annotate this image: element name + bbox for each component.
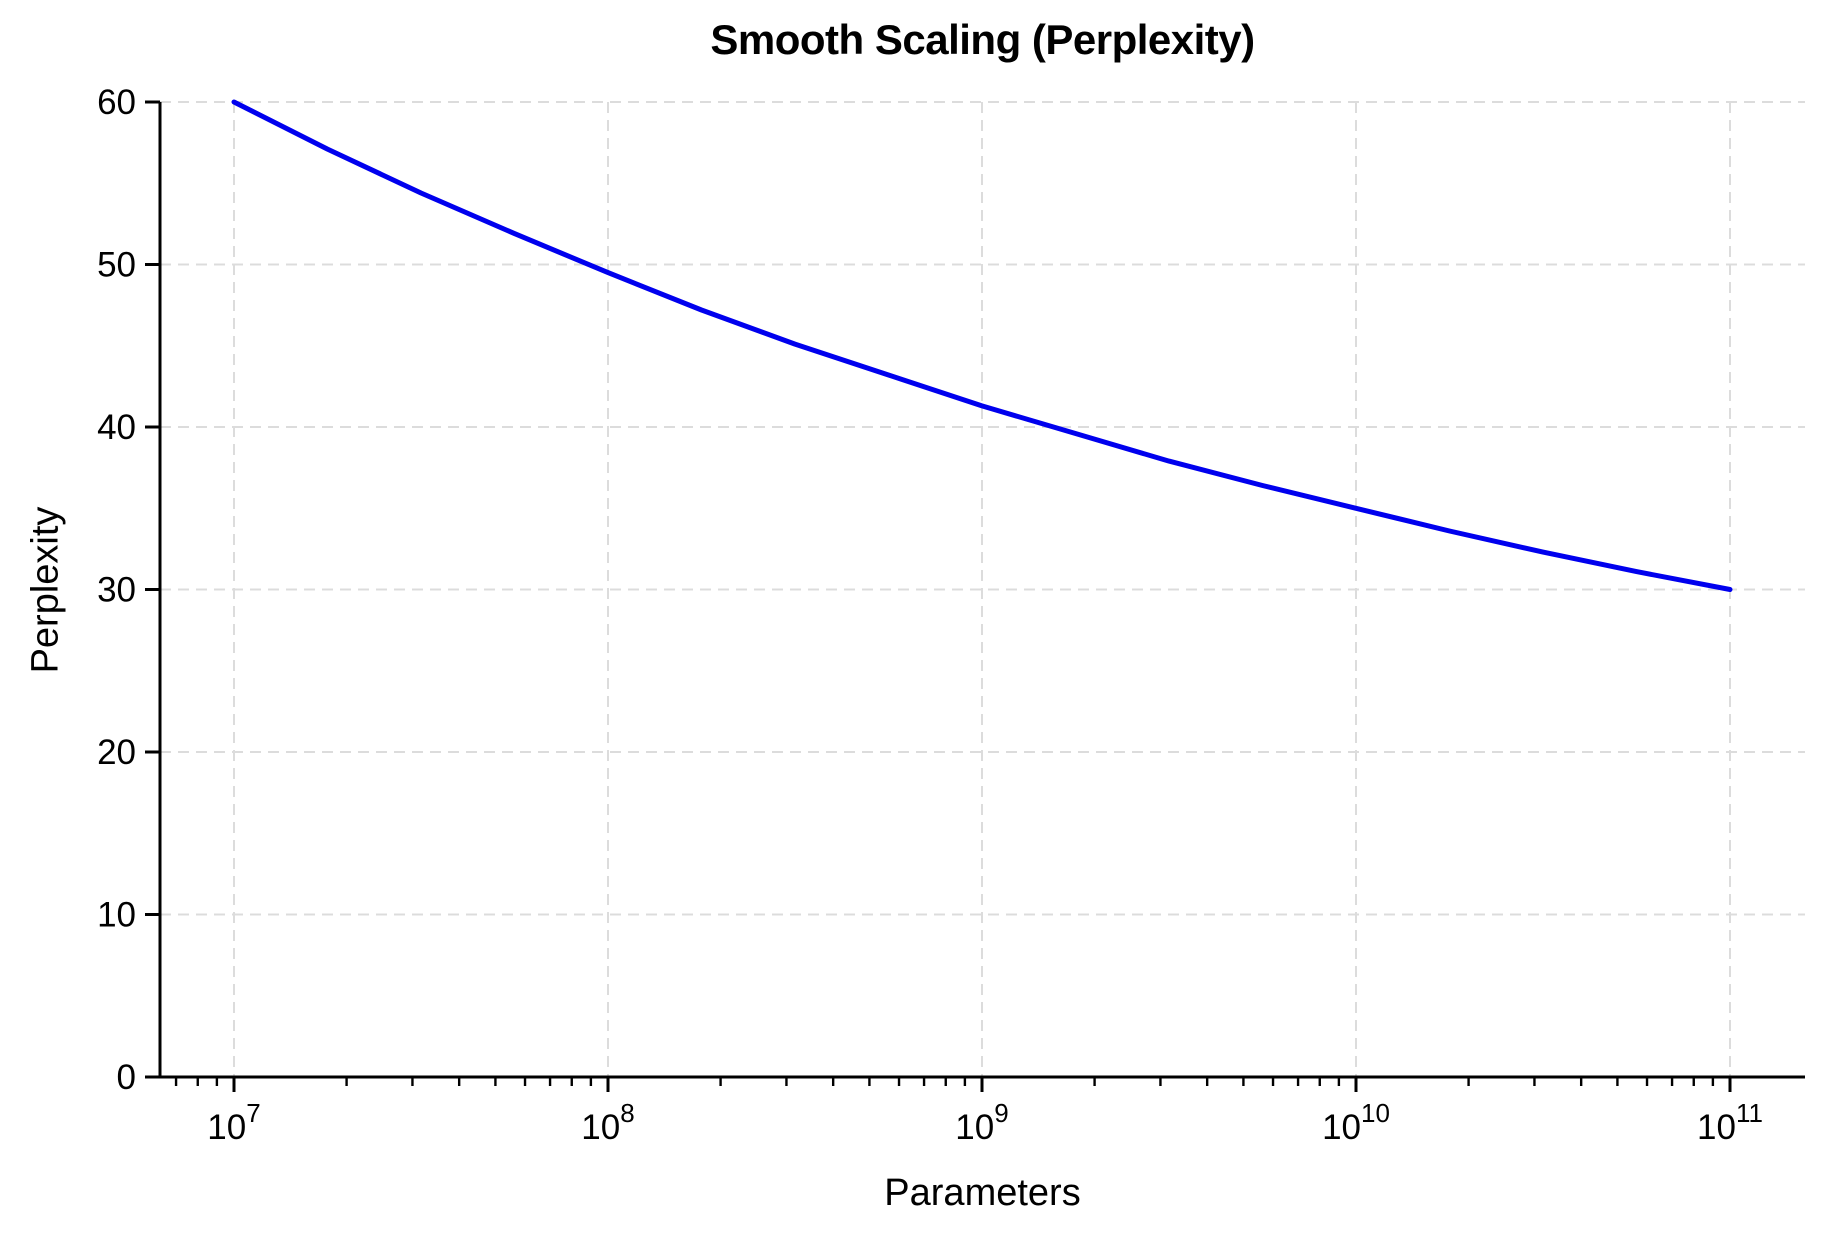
x-tick-label: 1010	[1322, 1098, 1390, 1147]
x-axis-label: Parameters	[884, 1172, 1081, 1214]
y-tick-label: 10	[97, 896, 136, 935]
y-axis-label: Perplexity	[24, 506, 67, 674]
y-tick-label: 30	[97, 571, 136, 610]
x-tick-label: 108	[581, 1098, 634, 1147]
x-tick-label: 107	[207, 1098, 260, 1147]
x-tick-label: 109	[955, 1098, 1008, 1147]
y-tick-label: 20	[97, 733, 136, 772]
chart-title: Smooth Scaling (Perplexity)	[710, 16, 1255, 63]
perplexity-curve	[231, 99, 1733, 592]
y-tick-label: 40	[97, 408, 136, 447]
x-tick-label: 1011	[1697, 1098, 1763, 1147]
y-tick-label: 60	[97, 83, 136, 122]
y-tick-label: 50	[97, 246, 136, 285]
y-tick-label: 0	[117, 1058, 136, 1097]
